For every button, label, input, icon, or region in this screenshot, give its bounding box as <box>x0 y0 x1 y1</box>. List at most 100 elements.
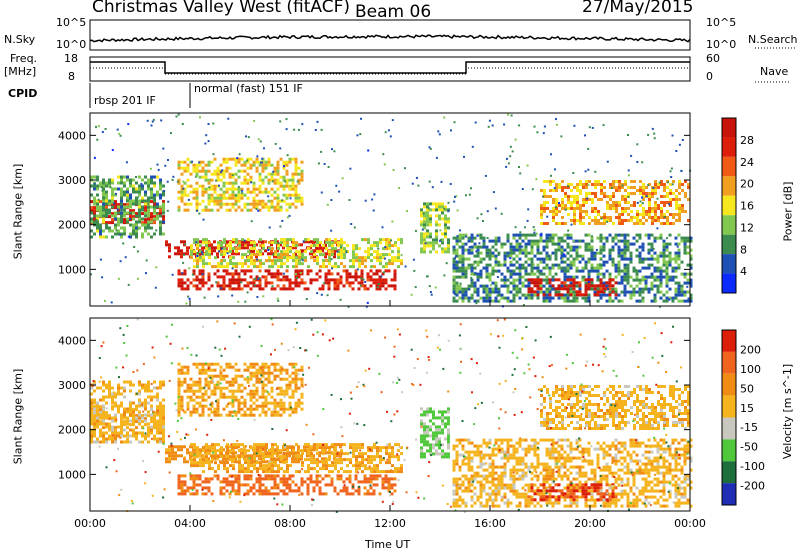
echo-cell <box>270 243 273 247</box>
echo-cell <box>524 245 528 249</box>
echo-cell <box>536 278 540 282</box>
echo-cell <box>530 269 534 273</box>
echo-cell <box>117 232 120 236</box>
echo-cell <box>689 257 693 261</box>
echo-cell <box>259 265 262 269</box>
echo-cell <box>234 457 237 461</box>
echo-cell <box>543 210 546 213</box>
echo-cell <box>375 287 379 291</box>
echo-cell <box>521 239 525 243</box>
echo-cell <box>515 266 519 270</box>
echo-cell <box>255 205 259 209</box>
echo-cell <box>340 443 343 447</box>
echo-cell <box>521 263 525 267</box>
echo-cell <box>193 455 196 459</box>
echo-cell <box>222 480 226 484</box>
echo-cell <box>235 455 238 459</box>
echo-cell <box>159 223 162 227</box>
echo-cell <box>352 247 355 251</box>
echo-cell <box>594 219 597 222</box>
echo-cell <box>258 269 262 273</box>
echo-cell <box>271 446 274 450</box>
echo-cell <box>591 210 594 213</box>
echo-cell <box>348 477 352 481</box>
echo-cell <box>270 275 274 279</box>
echo-cell <box>420 250 423 254</box>
echo-cell <box>153 181 156 185</box>
echo-cell <box>683 245 687 249</box>
echo-cell <box>144 437 147 441</box>
echo-cell <box>626 248 630 252</box>
noise-cell <box>250 220 253 223</box>
echo-cell <box>123 434 126 438</box>
echo-cell <box>295 241 298 245</box>
echo-cell <box>689 266 693 270</box>
echo-cell <box>177 196 181 200</box>
echo-cell <box>641 260 645 264</box>
echo-cell <box>220 262 223 266</box>
echo-cell <box>258 287 262 291</box>
echo-cell <box>241 464 244 468</box>
echo-cell <box>156 175 159 179</box>
noise-cell <box>486 210 489 213</box>
echo-cell <box>297 172 301 176</box>
echo-cell <box>438 214 441 218</box>
echo-cell <box>563 233 567 237</box>
echo-cell <box>324 281 328 285</box>
echo-cell <box>120 434 123 438</box>
echo-cell <box>327 269 331 273</box>
echo-cell <box>294 275 298 279</box>
echo-cell <box>313 446 316 450</box>
echo-cell <box>183 480 187 484</box>
echo-cell <box>102 426 105 430</box>
echo-cell <box>99 416 102 420</box>
echo-cell <box>276 160 280 164</box>
echo-cell <box>93 232 96 236</box>
echo-cell <box>647 248 651 252</box>
echo-cell <box>584 290 588 294</box>
echo-cell <box>319 253 322 257</box>
noise-cell <box>591 235 593 238</box>
echo-cell <box>141 431 144 435</box>
echo-cell <box>138 208 141 212</box>
echo-cell <box>615 186 618 189</box>
echo-cell <box>306 269 310 273</box>
echo-cell <box>190 452 193 456</box>
echo-cell <box>105 193 108 197</box>
echo-cell <box>150 226 153 230</box>
echo-cell <box>393 272 397 276</box>
echo-cell <box>283 458 286 462</box>
echo-cell <box>301 253 304 257</box>
echo-cell <box>162 398 165 402</box>
echo-cell <box>470 281 474 285</box>
noise-cell <box>384 246 387 248</box>
echo-cell <box>210 284 214 288</box>
echo-cell <box>246 483 250 487</box>
echo-cell <box>147 214 150 218</box>
echo-cell <box>372 477 376 481</box>
noise-cell <box>435 156 438 159</box>
echo-cell <box>584 233 588 237</box>
echo-cell <box>141 208 144 212</box>
echo-cell <box>527 287 531 291</box>
echo-cell <box>132 428 135 432</box>
echo-cell <box>111 395 114 399</box>
echo-cell <box>120 196 123 200</box>
echo-cell <box>614 263 618 267</box>
echo-cell <box>355 446 358 450</box>
echo-cell <box>327 281 331 285</box>
echo-cell <box>369 477 373 481</box>
echo-cell <box>581 254 585 258</box>
echo-cell <box>135 232 138 236</box>
echo-cell <box>237 477 241 481</box>
echo-cell <box>255 489 259 493</box>
noise-cell <box>459 282 462 285</box>
echo-cell <box>120 187 123 191</box>
echo-cell <box>286 256 289 260</box>
echo-cell <box>563 275 567 279</box>
echo-cell <box>382 238 385 242</box>
echo-cell <box>373 250 376 254</box>
echo-cell <box>509 290 513 294</box>
noise-cell <box>492 191 495 194</box>
noise-cell <box>586 197 589 200</box>
